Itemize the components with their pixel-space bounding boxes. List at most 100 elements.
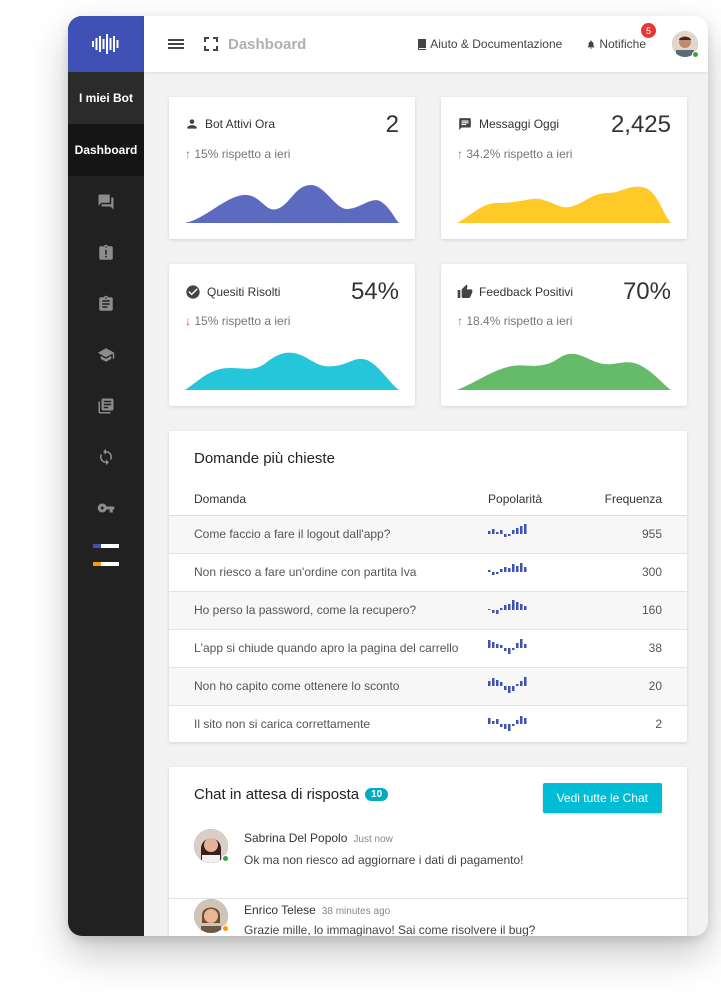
fullscreen-button[interactable] (204, 37, 218, 51)
sidebar-item-forum[interactable] (68, 176, 144, 227)
app-logo[interactable] (68, 16, 144, 72)
notification-count-badge: 5 (641, 23, 656, 38)
sparkline-bar (504, 648, 507, 651)
sparkline-bar (504, 567, 507, 572)
stat-delta: 15% rispetto a ieri (194, 147, 291, 161)
fullscreen-icon (204, 37, 218, 51)
stat-label: Feedback Positivi (479, 285, 574, 299)
sparkline-bar (520, 681, 523, 686)
avatar-image (194, 829, 228, 863)
notifications-button[interactable]: Notifiche 5 (586, 23, 656, 51)
library-books-icon (98, 398, 114, 413)
sparkline-bar (500, 569, 503, 572)
question-cell: Non riesco a fare un'ordine con partita … (169, 553, 489, 592)
sidebar-item-my-bots[interactable]: I miei Bot (68, 72, 144, 124)
faq-title: Domande più chieste (194, 450, 335, 467)
chat-list-item[interactable]: Enrico Telese 38 minutes ago Grazie mille… (169, 899, 687, 936)
online-status-dot (692, 51, 699, 58)
stat-area-chart (185, 185, 399, 223)
table-row[interactable]: L'app si chiude quando apro la pagina de… (169, 629, 687, 668)
stat-label: Messaggi Oggi (479, 117, 560, 131)
table-row[interactable]: Non riesco a fare un'ordine con partita … (169, 553, 687, 592)
stat-card-resolved: Quesiti Risolti 54% ↓ 15% rispetto a ier… (169, 264, 415, 406)
table-row[interactable]: Come faccio a fare il logout dall'app? 95… (169, 515, 687, 554)
page-title: Dashboard (228, 35, 307, 53)
col-header-popularity[interactable]: Popolarità (488, 483, 579, 516)
sparkline-bar (492, 721, 495, 724)
chat-list-item[interactable]: Sabrina Del Popolo Just now Ok ma non rie… (169, 829, 687, 899)
sparkline-bar (516, 720, 519, 724)
sidebar-item-library[interactable] (68, 380, 144, 431)
sidebar-item-sync[interactable] (68, 431, 144, 482)
stat-area-chart (457, 186, 671, 223)
sparkline-bar (512, 648, 515, 650)
sparkline-bar (496, 572, 499, 574)
stat-delta: 34.2% rispetto a ieri (466, 147, 573, 161)
sidebar-item-keys[interactable] (68, 482, 144, 533)
sparkline-bar (512, 686, 515, 691)
sparkline-bar (516, 528, 519, 534)
chat-sender-name: Sabrina Del Popolo (244, 831, 348, 845)
sparkline-bar (524, 644, 527, 648)
sparkline-bar (516, 602, 519, 610)
table-row[interactable]: Non ho capito come ottenere lo sconto 20 (169, 667, 687, 706)
sparkline-bar (500, 608, 503, 610)
sparkline-bar (492, 610, 495, 613)
sparkline-bar (496, 610, 499, 614)
chat-timestamp: 38 minutes ago (321, 906, 391, 917)
sparkline-bar (520, 563, 523, 572)
question-cell: Il sito non si carica correttamente (169, 705, 489, 744)
sidebar-item-dashboard[interactable]: Dashboard (68, 124, 144, 176)
question-cell: Non ho capito come ottenere lo sconto (169, 667, 489, 706)
clipboard-list-icon (99, 295, 113, 311)
help-link[interactable]: Aiuto & Documentazione (417, 37, 562, 51)
popularity-sparkline (488, 716, 527, 731)
theme-option-blue[interactable] (93, 544, 119, 548)
sparkline-bar (492, 572, 495, 575)
main-content: Bot Attivi Ora 2 ↑ 15% rispetto a ieri M… (144, 72, 708, 936)
stat-label: Quesiti Risolti (207, 285, 281, 299)
frequency-cell: 160 (578, 591, 687, 630)
sparkline-bar (520, 639, 523, 648)
user-avatar[interactable] (672, 31, 699, 58)
app-window: I miei Bot Dashboard (68, 16, 708, 936)
avatar-image (672, 31, 698, 57)
sparkline-bar (492, 642, 495, 648)
sidebar-item-label: I miei Bot (78, 91, 133, 105)
col-header-frequency[interactable]: Frequenza (578, 483, 687, 516)
table-row[interactable]: Ho perso la password, come la recupero? 1… (169, 591, 687, 630)
theme-switcher[interactable] (68, 533, 144, 577)
popularity-cell (488, 553, 579, 592)
pending-chats-count-badge: 10 (365, 788, 389, 801)
sparkline-bar (524, 606, 527, 610)
sparkline-bar (516, 643, 519, 648)
menu-button[interactable] (168, 37, 184, 51)
sparkline-bar (524, 567, 527, 572)
table-row[interactable]: Il sito non si carica correttamente 2 (169, 705, 687, 744)
view-all-chats-button[interactable]: Vedi tutte le Chat (542, 783, 662, 813)
popularity-sparkline (488, 639, 527, 654)
sparkline-bar (520, 526, 523, 534)
check-circle-icon (186, 285, 200, 299)
arrow-up-icon: ↑ (457, 314, 463, 328)
stat-area-chart (457, 353, 671, 390)
sidebar-item-reports[interactable] (68, 278, 144, 329)
sync-icon (100, 448, 112, 465)
frequency-cell: 2 (578, 705, 687, 744)
popularity-sparkline (488, 524, 527, 537)
theme-option-orange[interactable] (93, 562, 119, 566)
sidebar-item-issues[interactable] (68, 227, 144, 278)
sparkline-bar (504, 605, 507, 610)
sparkline-bar (496, 680, 499, 686)
sparkline-bar (520, 604, 523, 610)
book-icon (418, 38, 427, 50)
popularity-cell (488, 515, 579, 554)
sidebar-item-training[interactable] (68, 329, 144, 380)
key-icon (97, 503, 115, 512)
sparkline-bar (524, 677, 527, 686)
chat-sender-name: Enrico Telese (244, 903, 316, 917)
help-label: Aiuto & Documentazione (430, 37, 563, 51)
stat-area-chart (185, 352, 399, 390)
col-header-question[interactable]: Domanda (169, 483, 489, 516)
sidebar-item-label: Dashboard (74, 143, 138, 157)
